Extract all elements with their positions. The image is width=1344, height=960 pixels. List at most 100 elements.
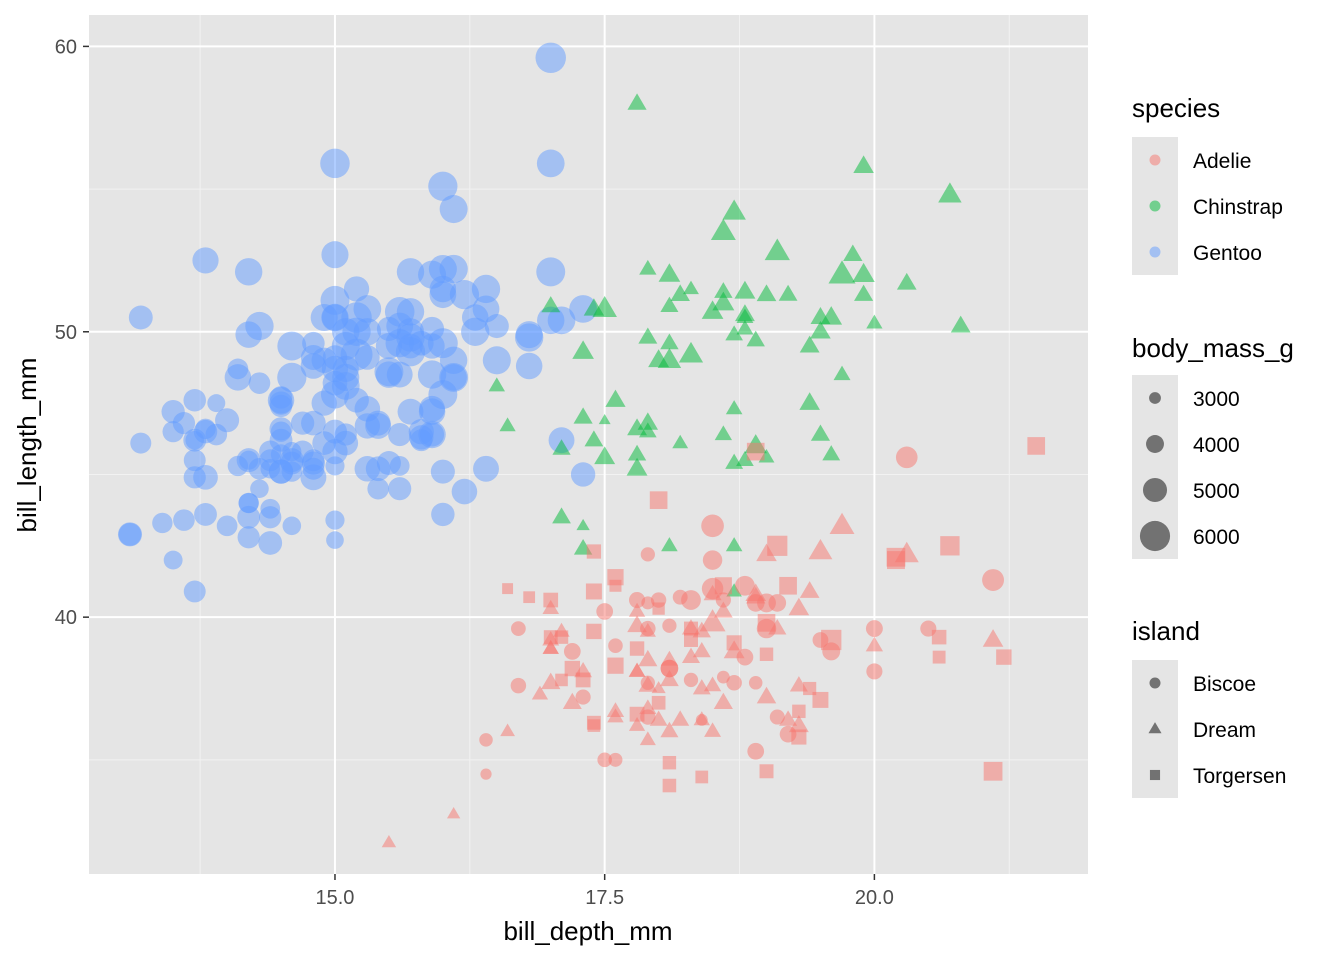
data-point — [269, 417, 293, 441]
data-point — [585, 583, 602, 600]
data-point — [183, 580, 206, 603]
x-tick-label: 15.0 — [316, 887, 355, 909]
data-point — [983, 761, 1003, 781]
data-point — [570, 462, 596, 487]
data-point — [736, 319, 754, 335]
data-point — [764, 238, 790, 261]
legend-key-dream — [1148, 722, 1162, 734]
data-point — [747, 742, 765, 760]
data-point — [699, 609, 726, 632]
data-point — [152, 512, 173, 534]
data-point — [397, 398, 424, 425]
legend-label-mass-6000: 6000 — [1193, 526, 1240, 549]
data-point — [940, 536, 960, 556]
data-point — [931, 629, 947, 645]
data-point — [471, 274, 501, 304]
data-point — [248, 372, 271, 394]
data-point — [759, 764, 774, 779]
legend-label-mass-5000: 5000 — [1193, 480, 1240, 503]
data-point — [510, 677, 527, 694]
data-point — [320, 148, 350, 179]
data-point — [536, 149, 565, 178]
data-point — [376, 451, 401, 476]
data-point — [301, 410, 326, 436]
data-point — [746, 442, 765, 461]
data-point — [670, 284, 690, 302]
x-tick-label: 20.0 — [855, 887, 894, 909]
data-point — [473, 455, 499, 482]
data-point — [569, 295, 597, 323]
data-point — [651, 681, 666, 694]
data-point — [651, 695, 666, 710]
data-point — [662, 755, 677, 770]
data-point — [597, 752, 612, 768]
data-point — [853, 155, 874, 173]
data-point — [547, 306, 576, 335]
data-point — [343, 276, 370, 302]
axes: 15.0 17.5 20.0 40 50 60 — [55, 36, 894, 909]
data-point — [237, 505, 261, 529]
data-point — [607, 708, 624, 723]
data-point — [671, 710, 690, 726]
data-point — [576, 518, 590, 531]
data-point — [258, 531, 283, 555]
legend-key-torgersen — [1149, 769, 1161, 781]
data-point — [662, 778, 677, 793]
data-point — [736, 308, 754, 324]
data-point — [865, 620, 883, 638]
data-point — [449, 280, 480, 310]
data-point — [822, 642, 841, 661]
legend-label-adelie: Adelie — [1193, 150, 1251, 173]
data-point — [701, 514, 724, 538]
data-point — [812, 691, 829, 708]
data-point — [311, 347, 337, 373]
data-point — [638, 675, 658, 692]
data-points — [117, 42, 1046, 848]
data-point — [523, 591, 536, 604]
data-point — [628, 591, 646, 609]
data-point — [439, 254, 468, 284]
data-point — [640, 547, 655, 562]
data-point — [982, 629, 1004, 647]
data-point — [542, 631, 560, 646]
data-point — [282, 516, 302, 536]
data-point — [531, 685, 549, 700]
data-point — [388, 422, 412, 447]
x-tick-label: 17.5 — [585, 887, 624, 909]
data-point — [326, 531, 344, 549]
data-point — [235, 321, 262, 348]
data-point — [996, 649, 1012, 665]
legend-island: island Biscoe Dream Torgersen — [1132, 616, 1286, 798]
data-point — [279, 448, 304, 473]
y-tick-label: 40 — [55, 607, 77, 629]
data-point — [555, 673, 568, 687]
data-point — [500, 723, 515, 737]
data-point — [895, 446, 918, 469]
data-point — [277, 362, 307, 393]
data-point — [716, 670, 730, 684]
data-point — [573, 407, 593, 424]
data-point — [355, 345, 380, 370]
data-point — [446, 807, 461, 819]
data-point — [234, 258, 263, 286]
data-point — [672, 434, 689, 449]
data-point — [681, 619, 701, 635]
data-point — [375, 361, 403, 388]
data-point — [938, 182, 962, 203]
data-point — [439, 195, 468, 224]
data-point — [714, 282, 733, 298]
data-point — [660, 721, 679, 738]
data-point — [722, 199, 746, 220]
data-point — [865, 636, 884, 652]
data-point — [482, 346, 511, 375]
data-point — [799, 581, 820, 598]
data-point — [480, 768, 492, 780]
y-tick-label: 50 — [55, 322, 77, 344]
data-point — [321, 241, 349, 269]
data-point — [866, 314, 883, 329]
data-point — [678, 341, 704, 363]
data-point — [756, 686, 777, 704]
data-point — [488, 377, 506, 392]
data-point — [259, 506, 282, 529]
data-point — [799, 392, 820, 410]
